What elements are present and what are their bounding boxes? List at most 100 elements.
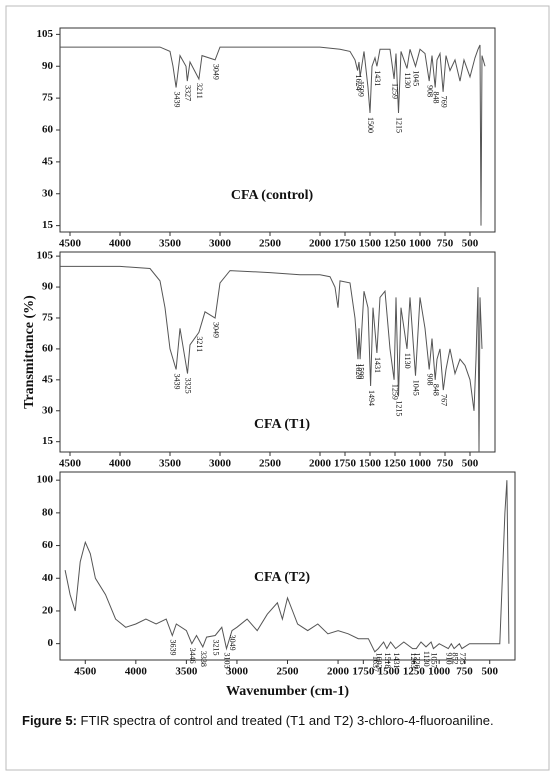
peak-label: 908 xyxy=(425,85,434,97)
x-tick-label: 4000 xyxy=(125,666,148,678)
plot-frame xyxy=(59,471,516,661)
x-tick-label: 1250 xyxy=(403,666,426,678)
spectrum-line xyxy=(60,265,483,453)
x-tick-label: 3000 xyxy=(209,238,232,250)
y-tick-label: 30 xyxy=(42,404,54,416)
y-tick-label: 60 xyxy=(42,342,54,354)
peak-label: 852 xyxy=(450,653,459,665)
y-tick-label: 0 xyxy=(48,637,54,649)
peak-label: 1624 xyxy=(354,75,363,91)
y-tick-label: 60 xyxy=(42,539,54,551)
y-tick-label: 75 xyxy=(42,92,54,104)
y-tick-label: 90 xyxy=(42,60,54,72)
x-tick-label: 3000 xyxy=(209,458,232,470)
x-tick-label: 500 xyxy=(462,238,479,250)
peak-label: 3215 xyxy=(211,639,220,655)
x-tick-label: 750 xyxy=(437,458,454,470)
x-tick-label: 3500 xyxy=(159,238,182,250)
x-tick-label: 1000 xyxy=(409,238,432,250)
peak-label: 3211 xyxy=(195,336,204,352)
x-tick-label: 2000 xyxy=(309,238,332,250)
x-tick-label: 1000 xyxy=(428,666,451,678)
peak-label: 1431 xyxy=(392,653,401,669)
peak-label: 1518 xyxy=(383,653,392,669)
x-tick-label: 2500 xyxy=(259,238,282,250)
x-tick-label: 1750 xyxy=(334,238,357,250)
peak-label: 848 xyxy=(431,92,440,104)
y-tick-label: 15 xyxy=(42,219,54,231)
x-tick-label: 2500 xyxy=(259,458,282,470)
peak-label: 1259 xyxy=(390,83,399,99)
peak-label: 1130 xyxy=(422,651,431,667)
figure-border xyxy=(5,5,550,771)
y-tick-label: 45 xyxy=(42,155,54,167)
x-tick-label: 4500 xyxy=(59,238,82,250)
peak-label: 3439 xyxy=(172,92,181,108)
y-tick-label: 75 xyxy=(42,312,54,324)
y-tick-label: 40 xyxy=(42,572,54,584)
panel-title: CFA (T1) xyxy=(254,417,310,432)
x-tick-label: 1500 xyxy=(359,238,382,250)
x-tick-label: 1250 xyxy=(384,458,407,470)
peak-label: 1259 xyxy=(390,384,399,400)
x-tick-label: 4000 xyxy=(109,458,132,470)
peak-label: 1045 xyxy=(412,70,421,86)
peak-label: 3439 xyxy=(172,374,181,390)
y-tick-label: 30 xyxy=(42,187,54,199)
peak-label: 3338 xyxy=(199,651,208,667)
x-tick-label: 3500 xyxy=(175,666,198,678)
peak-label: 1637 xyxy=(371,656,380,672)
peak-label: 1431 xyxy=(373,70,382,86)
x-tick-label: 750 xyxy=(456,666,473,678)
peak-label: 3049 xyxy=(228,635,237,651)
x-tick-label: 1750 xyxy=(352,666,375,678)
x-tick-label: 3500 xyxy=(159,458,182,470)
peak-label: 769 xyxy=(439,96,448,108)
y-tick-label: 15 xyxy=(42,435,54,447)
x-tick-label: 1250 xyxy=(384,238,407,250)
x-tick-label: 3000 xyxy=(226,666,249,678)
peak-label: 1215 xyxy=(395,400,404,416)
x-tick-label: 1750 xyxy=(334,458,357,470)
x-tick-label: 4000 xyxy=(109,238,132,250)
peak-label: 1494 xyxy=(367,390,376,406)
peak-label: 1500 xyxy=(366,117,375,133)
peak-label: 1431 xyxy=(373,357,382,373)
x-tick-label: 2500 xyxy=(277,666,300,678)
peak-label: 3211 xyxy=(195,83,204,99)
y-tick-label: 80 xyxy=(42,506,54,518)
panel-title: CFA (control) xyxy=(231,188,314,203)
peak-label: 1130 xyxy=(403,72,412,88)
x-tick-label: 4500 xyxy=(59,458,82,470)
peak-label: 3639 xyxy=(168,639,177,655)
peak-label: 1045 xyxy=(412,380,421,396)
spectrum-line xyxy=(64,480,510,653)
peak-label: 908 xyxy=(425,374,434,386)
x-tick-label: 500 xyxy=(462,458,479,470)
x-tick-label: 2000 xyxy=(327,666,350,678)
y-tick-label: 100 xyxy=(37,474,54,486)
panel-title: CFA (T2) xyxy=(254,570,310,585)
peak-label: 3049 xyxy=(211,64,220,80)
peak-label: 3446 xyxy=(188,648,197,664)
y-tick-label: 45 xyxy=(42,373,54,385)
x-tick-label: 500 xyxy=(481,666,498,678)
x-tick-label: 1500 xyxy=(378,666,401,678)
peak-label: 1263 xyxy=(409,653,418,669)
x-tick-label: 750 xyxy=(437,238,454,250)
y-tick-label: 90 xyxy=(42,281,54,293)
peak-label: 1226 xyxy=(412,653,421,669)
y-axis-label: Transmittance (%) xyxy=(22,295,37,409)
peak-label: 1602 xyxy=(374,653,383,669)
x-tick-label: 1000 xyxy=(409,458,432,470)
peak-label: 3327 xyxy=(183,85,192,101)
peak-label: 1057 xyxy=(430,653,439,669)
x-tick-label: 2000 xyxy=(309,458,332,470)
y-tick-label: 105 xyxy=(37,28,54,40)
caption: Figure 5: FTIR spectra of control and tr… xyxy=(22,712,534,729)
peak-label: 1215 xyxy=(395,117,404,133)
peak-label: 3103 xyxy=(223,653,232,669)
peak-label: 1130 xyxy=(403,353,412,369)
